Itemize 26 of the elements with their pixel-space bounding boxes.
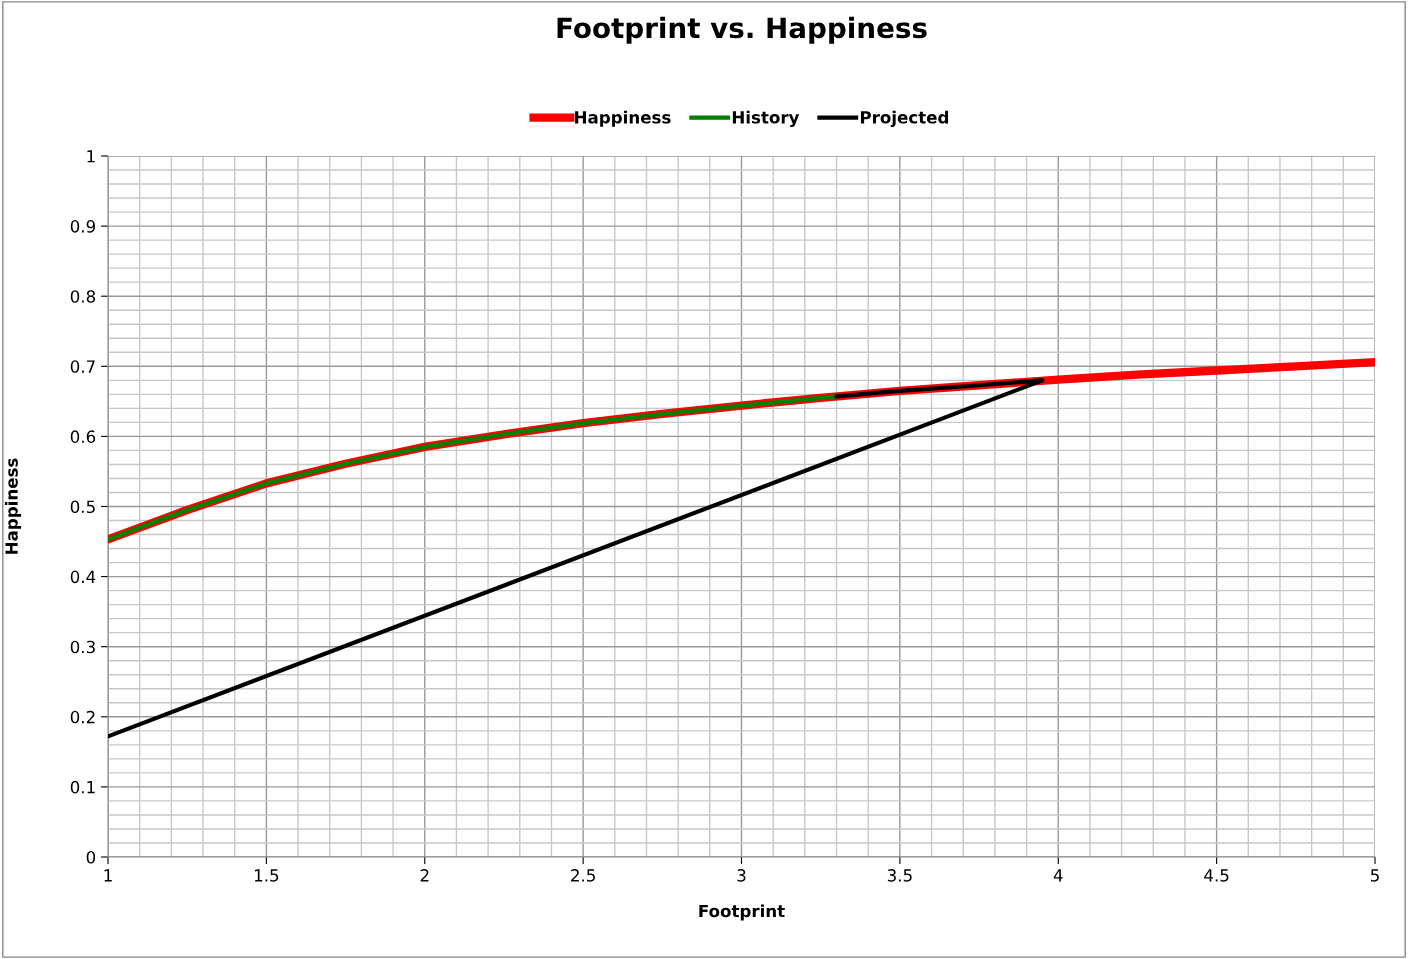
x-axis-title: Footprint [699,904,785,921]
x-tick-label: 2.5 [571,869,595,882]
y-tick-label: 0.8 [70,290,96,303]
x-tick-label: 4 [1053,869,1063,882]
x-tick-label: 1 [104,869,112,882]
x-tick-label: 5 [1370,869,1379,882]
x-tick-label: 4.5 [1204,869,1229,882]
y-axis-title: Happiness [4,458,22,554]
y-tick-label: 0.9 [70,220,96,233]
x-tick-label: 3.5 [887,869,912,882]
legend-label: Happiness [575,110,671,127]
y-tick-label: 0.5 [70,500,95,514]
y-tick-label: 1 [87,150,95,163]
y-tick-label: 0.7 [70,360,95,373]
x-tick-label: 1.5 [254,869,279,882]
y-tick-label: 0.2 [70,710,95,724]
y-tick-label: 0.1 [70,780,95,794]
legend-label: Projected [860,110,949,127]
x-tick-label: 3 [737,869,746,882]
chart-title: Footprint vs. Happiness [557,16,927,44]
x-tick-label: 2 [420,869,429,882]
y-tick-label: 0.6 [70,430,96,443]
legend-label: History [732,110,800,127]
y-tick-label: 0.3 [70,640,95,654]
y-tick-label: 0.4 [70,570,96,584]
y-tick-label: 0 [86,850,96,864]
